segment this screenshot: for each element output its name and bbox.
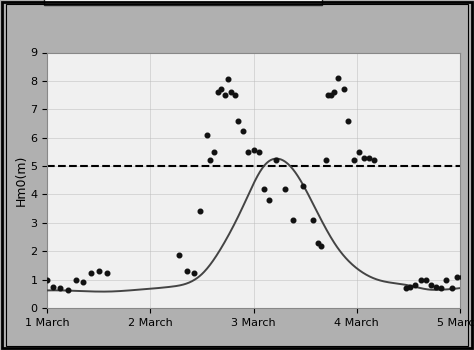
Point bbox=[227, 90, 235, 95]
Point bbox=[49, 284, 56, 289]
Point bbox=[407, 284, 414, 289]
Point bbox=[438, 285, 445, 291]
Point bbox=[370, 158, 378, 163]
Point bbox=[73, 277, 80, 282]
Point bbox=[265, 197, 273, 203]
Point bbox=[355, 149, 363, 155]
Point bbox=[432, 284, 440, 289]
Point bbox=[427, 282, 435, 288]
Point bbox=[322, 158, 329, 163]
Point bbox=[350, 158, 357, 163]
Point bbox=[340, 86, 348, 92]
Point bbox=[463, 277, 471, 282]
Point bbox=[221, 92, 228, 98]
Point bbox=[422, 277, 429, 282]
Point bbox=[196, 209, 204, 214]
Point bbox=[330, 90, 338, 95]
Point bbox=[310, 217, 317, 223]
Point bbox=[365, 155, 373, 160]
Point bbox=[210, 149, 218, 155]
Point bbox=[273, 158, 280, 163]
Point bbox=[95, 268, 103, 274]
Point bbox=[260, 186, 268, 191]
Point bbox=[217, 86, 224, 92]
Point bbox=[234, 118, 242, 124]
Point bbox=[64, 287, 72, 292]
Point bbox=[224, 77, 232, 82]
Point bbox=[448, 285, 456, 291]
Point bbox=[411, 282, 419, 288]
Point bbox=[87, 270, 94, 275]
Point bbox=[80, 280, 87, 285]
Point bbox=[334, 75, 342, 81]
Point bbox=[417, 277, 424, 282]
Point bbox=[190, 270, 198, 275]
Point bbox=[255, 149, 263, 155]
Point bbox=[183, 268, 191, 274]
Point bbox=[360, 155, 368, 160]
Point bbox=[443, 277, 450, 282]
Point bbox=[281, 186, 288, 191]
Point bbox=[203, 132, 211, 138]
Point bbox=[299, 183, 307, 189]
Point bbox=[345, 118, 352, 124]
Point bbox=[250, 148, 257, 153]
Legend: Database RON, Database ECMWF WAM: Database RON, Database ECMWF WAM bbox=[45, 0, 322, 5]
Point bbox=[245, 149, 252, 155]
Point bbox=[327, 92, 335, 98]
Point bbox=[468, 280, 474, 285]
Point bbox=[207, 158, 214, 163]
Point bbox=[324, 92, 332, 98]
Point bbox=[56, 285, 64, 291]
Point bbox=[231, 92, 239, 98]
Point bbox=[44, 277, 51, 282]
Point bbox=[314, 240, 321, 245]
Point bbox=[289, 217, 297, 223]
Point bbox=[239, 128, 247, 133]
Point bbox=[458, 274, 465, 280]
Point bbox=[103, 270, 111, 275]
Point bbox=[214, 90, 221, 95]
Point bbox=[175, 253, 183, 258]
Point bbox=[402, 285, 410, 291]
Point bbox=[453, 274, 460, 280]
Point bbox=[317, 243, 324, 248]
Y-axis label: Hm0(m): Hm0(m) bbox=[15, 155, 28, 206]
